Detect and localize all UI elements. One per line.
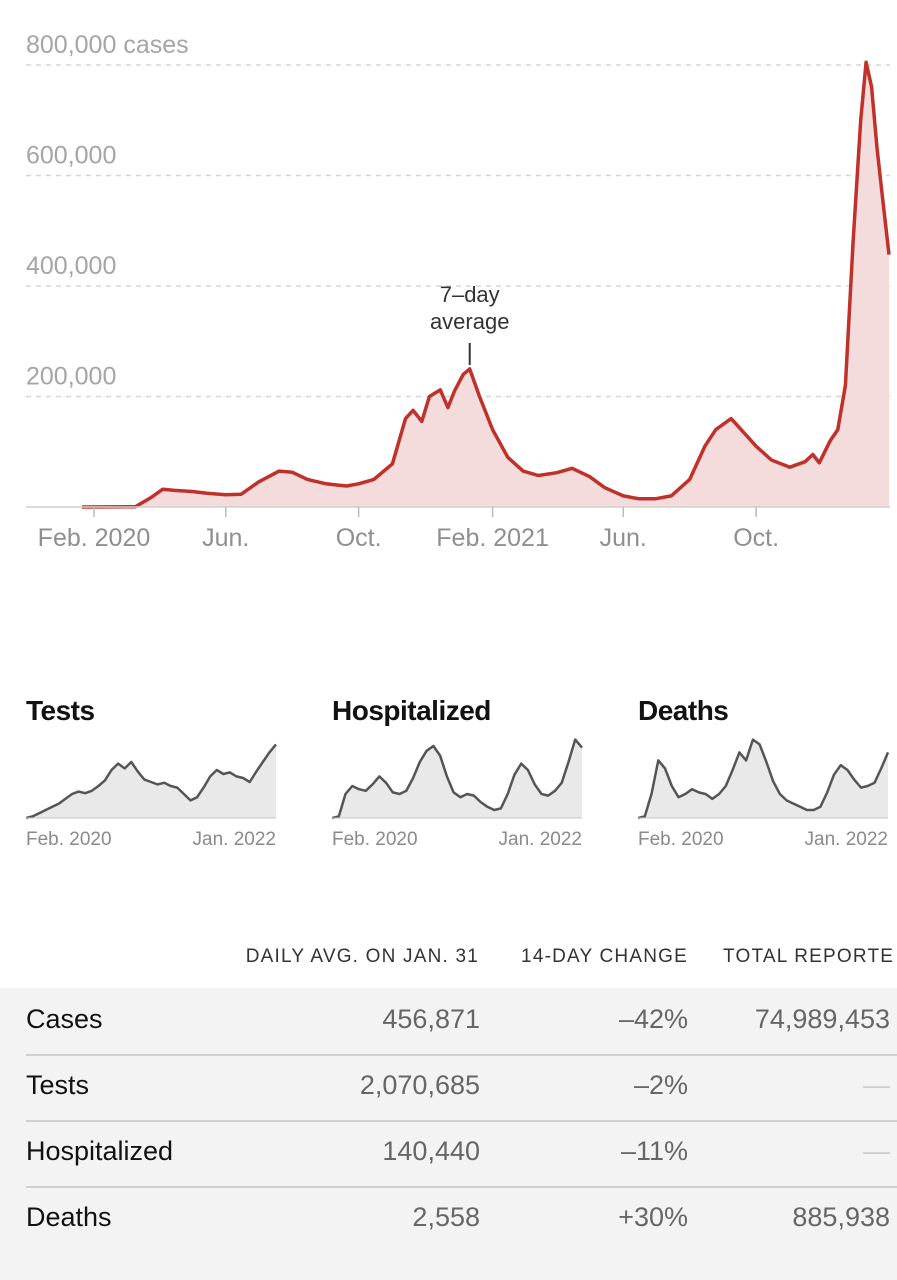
x-tick-labels: Feb. 2020 Jun. Oct. Feb. 2021 Jun. Oct. (38, 507, 779, 552)
row-change: –42% (618, 1004, 688, 1034)
hospitalized-mini-chart: Hospitalized Feb. 2020 Jan. 2022 (332, 695, 592, 850)
row-total: 74,989,453 (754, 1004, 890, 1034)
x-tick-label: Feb. 2020 (38, 524, 151, 552)
sparkline-line (332, 738, 583, 820)
header-total-reported: TOTAL REPORTE (723, 946, 895, 967)
deaths-title: Deaths (638, 695, 729, 726)
cases-chart: 800,000 cases 600,000 400,000 200,000 Feb. … (26, 31, 891, 552)
sparkline-area (26, 744, 276, 818)
row-label: Deaths (26, 1202, 112, 1232)
row-daily-avg: 456,871 (382, 1004, 480, 1034)
table-row-cases: Cases 456,871 –42% 74,989,453 (26, 988, 897, 1056)
sparkline-line (26, 743, 277, 820)
header-14-day-change: 14-DAY CHANGE (521, 946, 688, 967)
row-label: Cases (26, 1004, 103, 1034)
y-tick-labels: 800,000 cases 600,000 400,000 200,000 (26, 31, 189, 391)
table-header: DAILY AVG. ON JAN. 31 14-DAY CHANGE TOTA… (0, 930, 897, 988)
summary-table: DAILY AVG. ON JAN. 31 14-DAY CHANGE TOTA… (0, 930, 897, 1280)
tests-title: Tests (26, 695, 95, 726)
row-label: Tests (26, 1070, 90, 1100)
sparkline-line (638, 738, 890, 820)
row-daily-avg: 140,440 (382, 1136, 480, 1166)
tests-mini-chart: Tests Feb. 2020 Jan. 2022 (26, 695, 286, 850)
row-daily-avg: 2,558 (412, 1202, 480, 1232)
row-daily-avg: 2,070,685 (359, 1070, 480, 1100)
y-tick-label: 200,000 (26, 363, 116, 391)
row-total: — (863, 1136, 890, 1166)
tests-sparkline: Feb. 2020 Jan. 2022 (26, 743, 277, 850)
table-row-deaths: Deaths 2,558 +30% 885,938 (26, 1186, 897, 1252)
annotation-text: 7–day (440, 282, 500, 307)
row-change: +30% (618, 1202, 688, 1232)
table-row-tests: Tests 2,070,685 –2% — (26, 1054, 897, 1122)
row-change: –11% (620, 1136, 688, 1166)
header-daily-avg: DAILY AVG. ON JAN. 31 (245, 946, 479, 967)
y-tick-label: 400,000 (26, 252, 116, 280)
sparkline-area (332, 739, 582, 818)
mini-x-tick-label: Jan. 2022 (499, 829, 582, 850)
mini-x-tick-label: Jan. 2022 (805, 829, 888, 850)
mini-x-tick-label: Feb. 2020 (26, 829, 112, 850)
y-tick-label: 600,000 (26, 142, 116, 170)
cases-area (82, 62, 889, 507)
hospitalized-title: Hospitalized (332, 695, 491, 726)
cases-line (81, 60, 891, 509)
x-tick-label: Oct. (336, 524, 382, 552)
table-body: Cases 456,871 –42% 74,989,453 Tests 2,07… (0, 988, 897, 1280)
mini-x-tick-label: Feb. 2020 (332, 829, 418, 850)
row-change: –2% (633, 1070, 688, 1100)
deaths-sparkline: Feb. 2020 Jan. 2022 (638, 738, 890, 850)
x-tick-label: Feb. 2021 (436, 524, 549, 552)
mini-x-tick-label: Jan. 2022 (193, 829, 276, 850)
deaths-mini-chart: Deaths Feb. 2020 Jan. 2022 (638, 695, 897, 850)
table-row-hospitalized: Hospitalized 140,440 –11% — (26, 1120, 897, 1188)
y-tick-label: 800,000 cases (26, 31, 189, 59)
row-total: 885,938 (792, 1202, 890, 1232)
hospitalized-sparkline: Feb. 2020 Jan. 2022 (332, 738, 583, 850)
annotation-text: average (430, 309, 510, 334)
x-tick-label: Jun. (600, 524, 647, 552)
x-tick-label: Oct. (733, 524, 779, 552)
x-tick-label: Jun. (202, 524, 249, 552)
mini-x-tick-label: Feb. 2020 (638, 829, 724, 850)
row-label: Hospitalized (26, 1136, 174, 1166)
gridlines (26, 64, 890, 398)
row-total: — (863, 1070, 890, 1100)
